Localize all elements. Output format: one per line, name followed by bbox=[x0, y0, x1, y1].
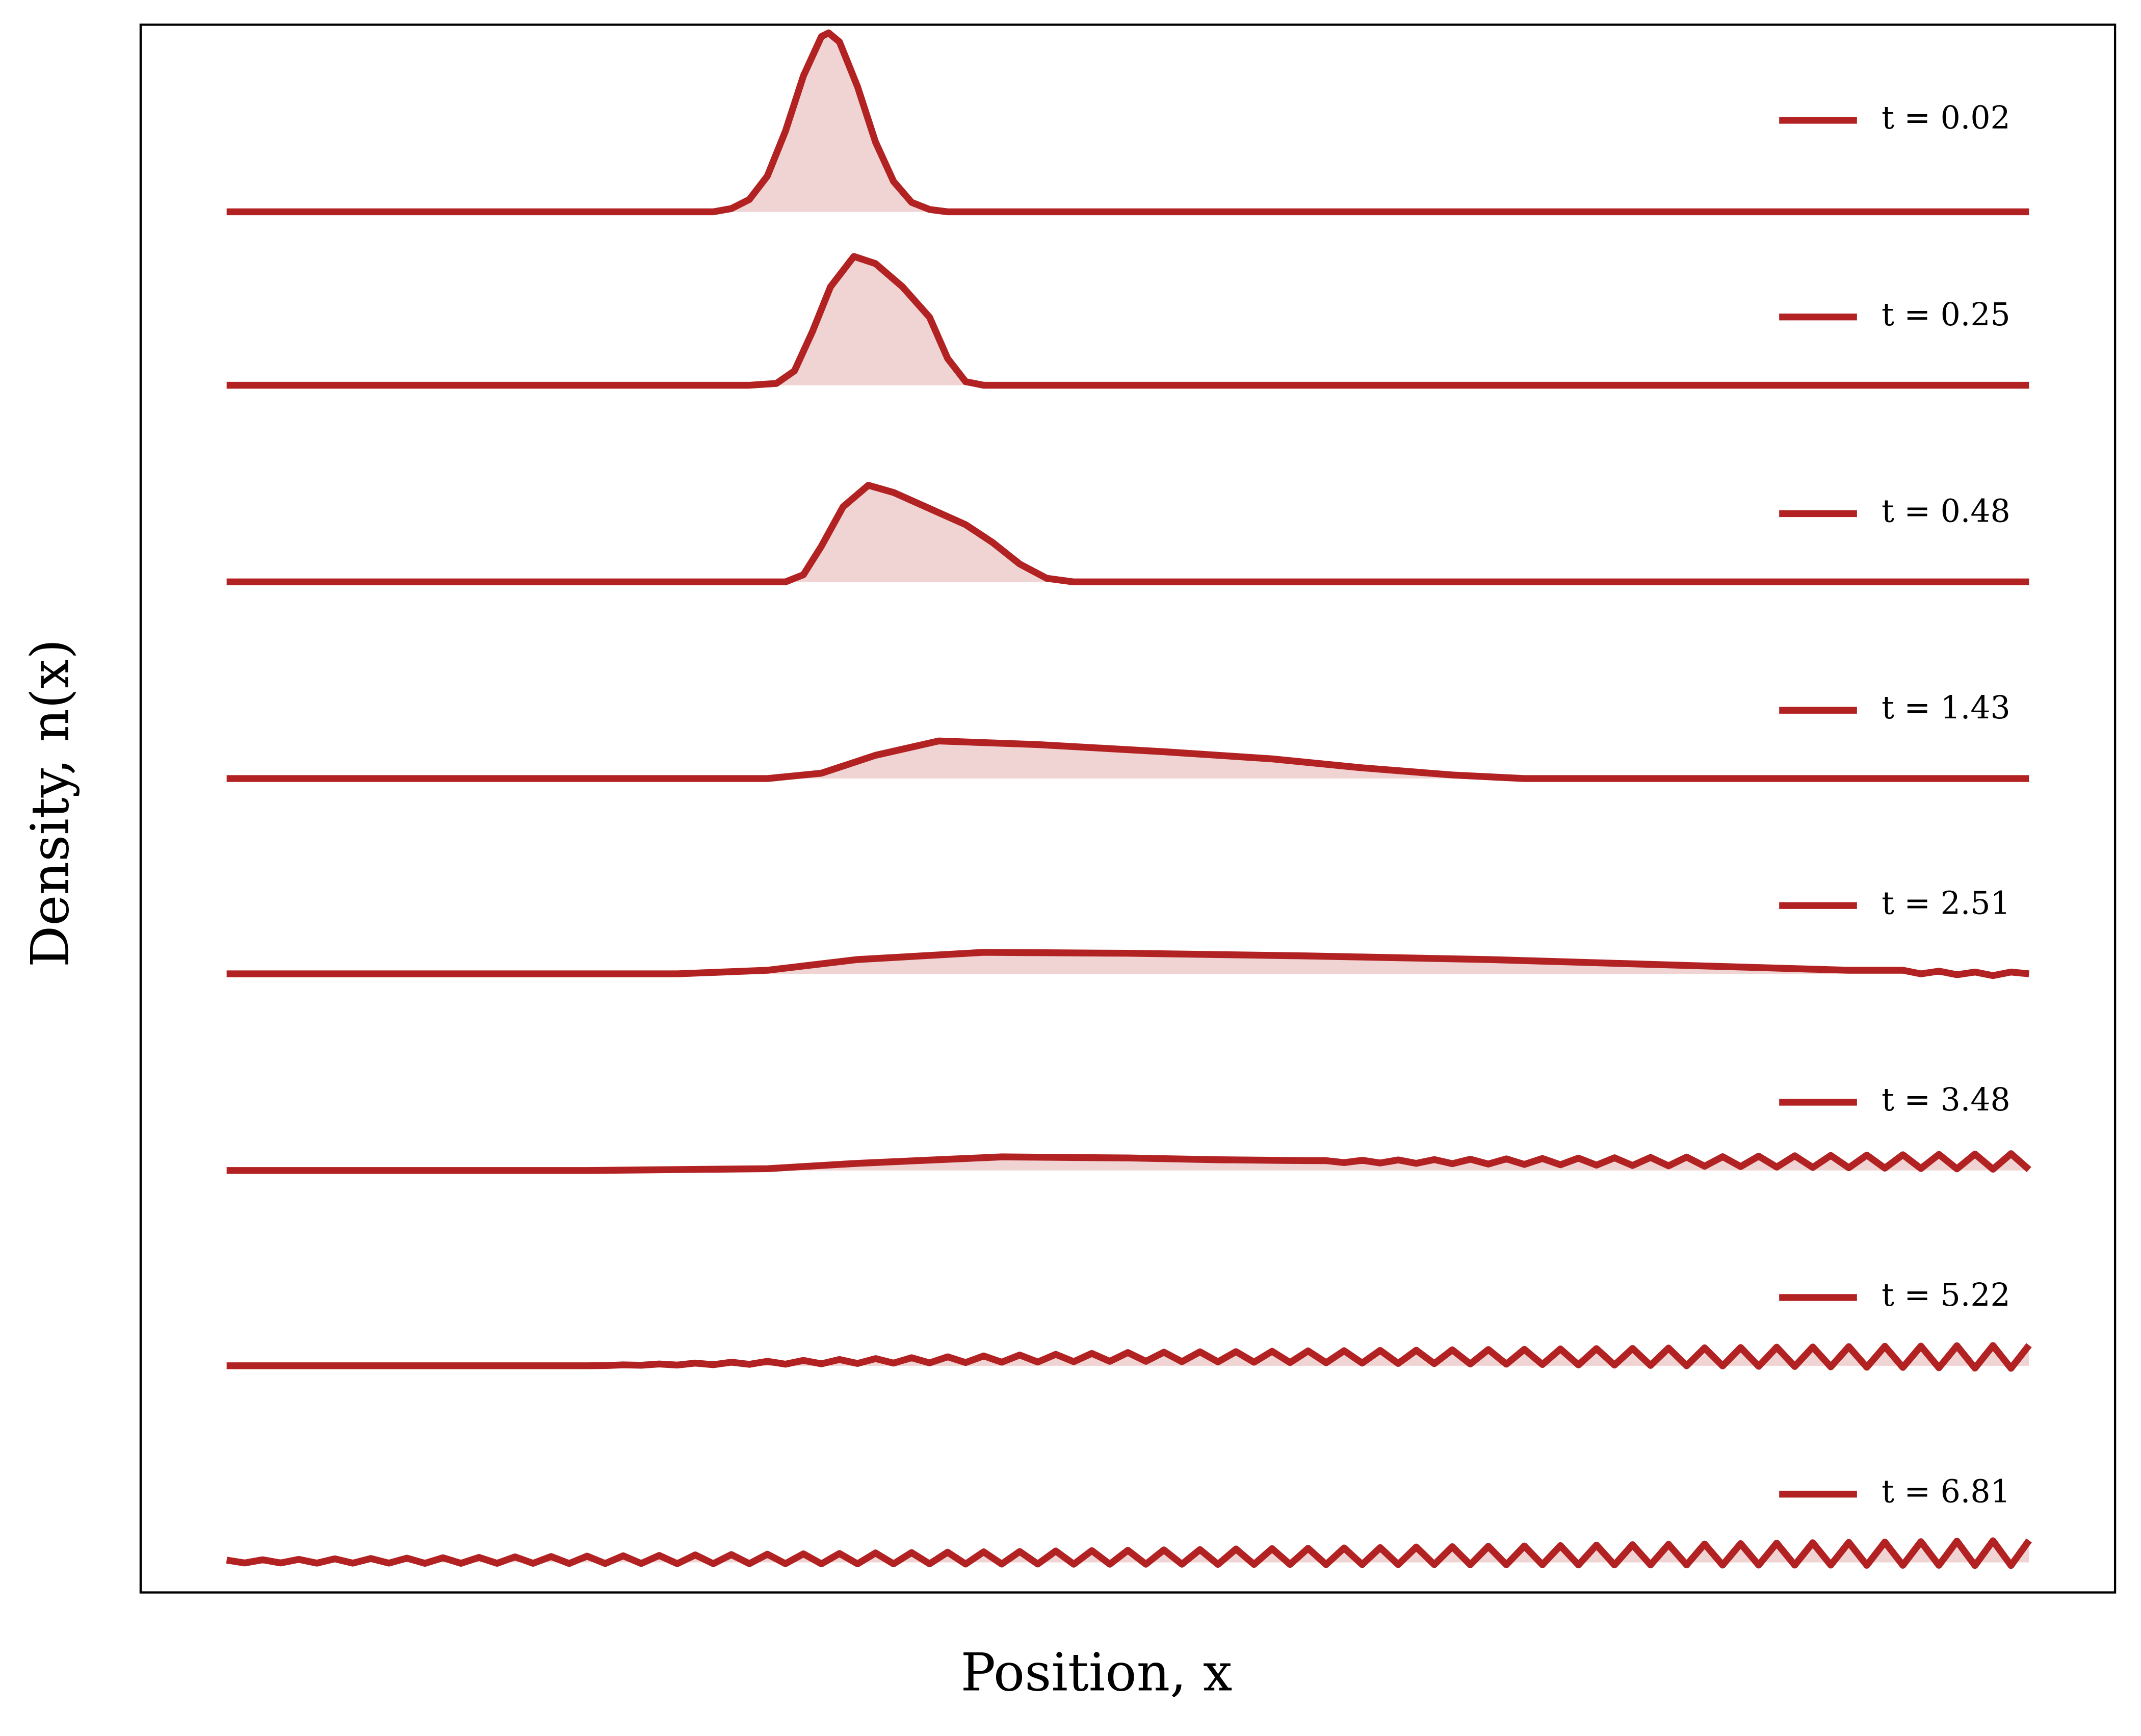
density-line bbox=[226, 1342, 2032, 1372]
legend-label: t = 3.48 bbox=[1882, 1081, 2011, 1118]
legend-label: t = 1.43 bbox=[1882, 689, 2011, 726]
density-line bbox=[226, 29, 2029, 216]
x-axis-label: Position, x bbox=[961, 1643, 1233, 1703]
density-line bbox=[226, 482, 2029, 586]
area-fill bbox=[226, 33, 2029, 212]
legend-label: t = 0.48 bbox=[1882, 493, 2011, 530]
legend-label: t = 0.02 bbox=[1882, 99, 2011, 136]
density-line bbox=[226, 737, 2029, 782]
plot-frame bbox=[139, 23, 2117, 1594]
legend-label: t = 5.22 bbox=[1882, 1277, 2011, 1313]
legend-label: t = 6.81 bbox=[1882, 1473, 2011, 1510]
legend-label: t = 0.25 bbox=[1882, 296, 2011, 333]
density-line bbox=[226, 1150, 2031, 1174]
area-fill bbox=[226, 256, 2029, 385]
area-fill bbox=[226, 485, 2029, 582]
area-fill bbox=[226, 1153, 2029, 1171]
density-line bbox=[226, 253, 2029, 389]
y-axis-label: Density, n(x) bbox=[20, 639, 81, 967]
area-fill bbox=[226, 952, 2029, 976]
area-fill bbox=[226, 1345, 2029, 1368]
legend-label: t = 2.51 bbox=[1882, 885, 2011, 921]
density-line bbox=[226, 949, 2030, 979]
density-line bbox=[226, 1537, 2032, 1569]
area-fill bbox=[226, 741, 2029, 779]
